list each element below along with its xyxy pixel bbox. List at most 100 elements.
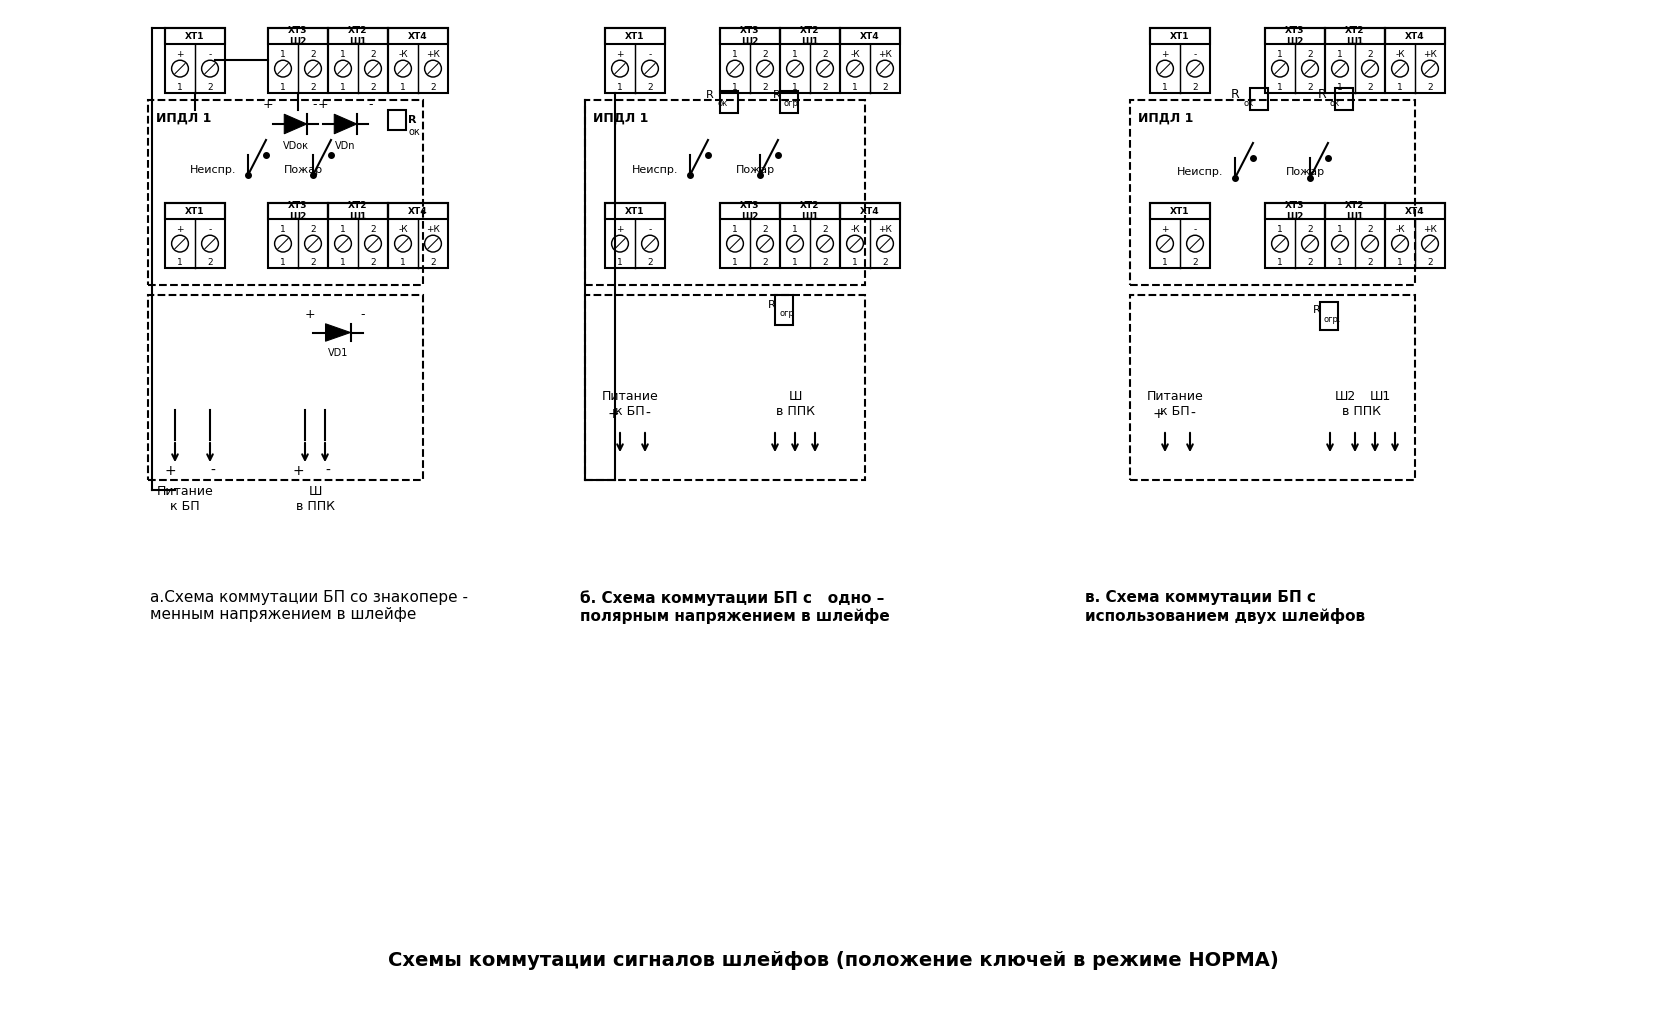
- Text: XT1: XT1: [1170, 206, 1190, 215]
- Text: 2: 2: [762, 82, 768, 91]
- Text: -: -: [645, 407, 650, 421]
- Text: огр.: огр.: [1324, 315, 1342, 323]
- Text: 1: 1: [340, 258, 345, 266]
- Bar: [1385, 28, 1445, 45]
- Bar: [780, 203, 840, 219]
- Bar: [1385, 203, 1445, 219]
- Text: к БП: к БП: [1160, 405, 1190, 418]
- Text: огр: огр: [778, 310, 793, 318]
- Text: ок: ок: [717, 100, 727, 109]
- Text: -: -: [313, 99, 317, 112]
- Text: +: +: [163, 464, 175, 478]
- Text: 2: 2: [370, 82, 375, 91]
- Text: 2: 2: [822, 51, 828, 60]
- Text: 2: 2: [310, 226, 315, 235]
- Bar: [268, 203, 328, 268]
- Text: 1: 1: [1277, 82, 1284, 91]
- Text: 2: 2: [762, 258, 768, 266]
- Text: -: -: [648, 226, 652, 235]
- Bar: [388, 203, 448, 268]
- Bar: [1325, 28, 1385, 93]
- Text: 2: 2: [1367, 226, 1374, 235]
- Text: 1: 1: [852, 82, 859, 91]
- Text: 1: 1: [1162, 82, 1169, 91]
- Bar: [1150, 28, 1210, 93]
- Text: к БП: к БП: [170, 500, 200, 513]
- Text: -К: -К: [1395, 51, 1405, 60]
- Bar: [388, 110, 407, 130]
- Bar: [1320, 302, 1339, 330]
- Text: XT4: XT4: [1405, 206, 1425, 215]
- Text: Неиспр.: Неиспр.: [632, 165, 678, 175]
- Text: 2: 2: [370, 258, 375, 266]
- Text: 1: 1: [1397, 258, 1404, 266]
- Text: 2: 2: [310, 82, 315, 91]
- Text: ок: ок: [408, 127, 420, 137]
- Text: Питание: Питание: [602, 390, 658, 403]
- Text: +: +: [292, 464, 303, 478]
- Text: 2: 2: [1427, 258, 1434, 266]
- Bar: [605, 28, 665, 45]
- Text: XT3
Ш2: XT3 Ш2: [1285, 26, 1305, 46]
- Text: XT3
Ш2: XT3 Ш2: [740, 26, 760, 46]
- Text: 2: 2: [207, 258, 213, 266]
- Text: XT1: XT1: [185, 31, 205, 41]
- Bar: [148, 100, 423, 285]
- Text: +: +: [305, 309, 315, 321]
- Text: VDок: VDок: [282, 141, 308, 151]
- Text: VDn: VDn: [335, 141, 355, 151]
- Bar: [840, 28, 900, 93]
- Bar: [775, 295, 793, 325]
- Text: 1: 1: [1397, 82, 1404, 91]
- Text: XT4: XT4: [860, 206, 880, 215]
- Bar: [165, 203, 225, 268]
- Bar: [605, 203, 665, 219]
- Bar: [1130, 100, 1415, 285]
- Text: Ш: Ш: [788, 390, 802, 403]
- Bar: [1265, 28, 1325, 93]
- Text: 2: 2: [370, 226, 375, 235]
- Text: 2: 2: [370, 51, 375, 60]
- Text: 2: 2: [1427, 82, 1434, 91]
- Text: 1: 1: [732, 51, 738, 60]
- Text: R: R: [1317, 87, 1327, 101]
- Text: б. Схема коммутации БП с   одно –
полярным напряжением в шлейфе: б. Схема коммутации БП с одно – полярным…: [580, 590, 890, 625]
- Bar: [840, 203, 900, 219]
- Text: -К: -К: [850, 226, 860, 235]
- Bar: [165, 28, 225, 93]
- Text: Неиспр.: Неиспр.: [1177, 167, 1224, 177]
- Bar: [388, 203, 448, 219]
- Text: XT3
Ш2: XT3 Ш2: [288, 26, 308, 46]
- Text: XT2
Ш1: XT2 Ш1: [800, 26, 820, 46]
- Text: Питание: Питание: [157, 485, 213, 498]
- Text: XT2
Ш1: XT2 Ш1: [800, 201, 820, 220]
- Text: 1: 1: [177, 258, 183, 266]
- Text: VD1: VD1: [328, 348, 348, 358]
- Text: XT1: XT1: [185, 206, 205, 215]
- Text: +: +: [1162, 51, 1169, 60]
- Text: 2: 2: [1307, 82, 1314, 91]
- Text: +К: +К: [879, 51, 892, 60]
- Text: -: -: [208, 226, 212, 235]
- Bar: [165, 28, 225, 45]
- Text: 1: 1: [1277, 51, 1284, 60]
- Text: ИПДЛ 1: ИПДЛ 1: [1139, 112, 1194, 125]
- Text: R: R: [773, 90, 780, 100]
- Text: 2: 2: [762, 51, 768, 60]
- Bar: [720, 28, 780, 45]
- Bar: [1130, 295, 1415, 480]
- Text: в. Схема коммутации БП с
использованием двух шлейфов: в. Схема коммутации БП с использованием …: [1085, 590, 1365, 624]
- Polygon shape: [325, 324, 350, 341]
- Bar: [1265, 28, 1325, 45]
- Bar: [388, 28, 448, 45]
- Text: 1: 1: [280, 258, 285, 266]
- Text: -: -: [360, 309, 365, 321]
- Text: +К: +К: [427, 51, 440, 60]
- Text: а.Схема коммутации БП со знакопере -
менным напряжением в шлейфе: а.Схема коммутации БП со знакопере - мен…: [150, 590, 468, 623]
- Text: +: +: [607, 407, 618, 421]
- Text: +: +: [318, 99, 328, 112]
- Text: 2: 2: [430, 82, 435, 91]
- Text: 2: 2: [647, 258, 653, 266]
- Text: -К: -К: [398, 226, 408, 235]
- Text: 2: 2: [310, 258, 315, 266]
